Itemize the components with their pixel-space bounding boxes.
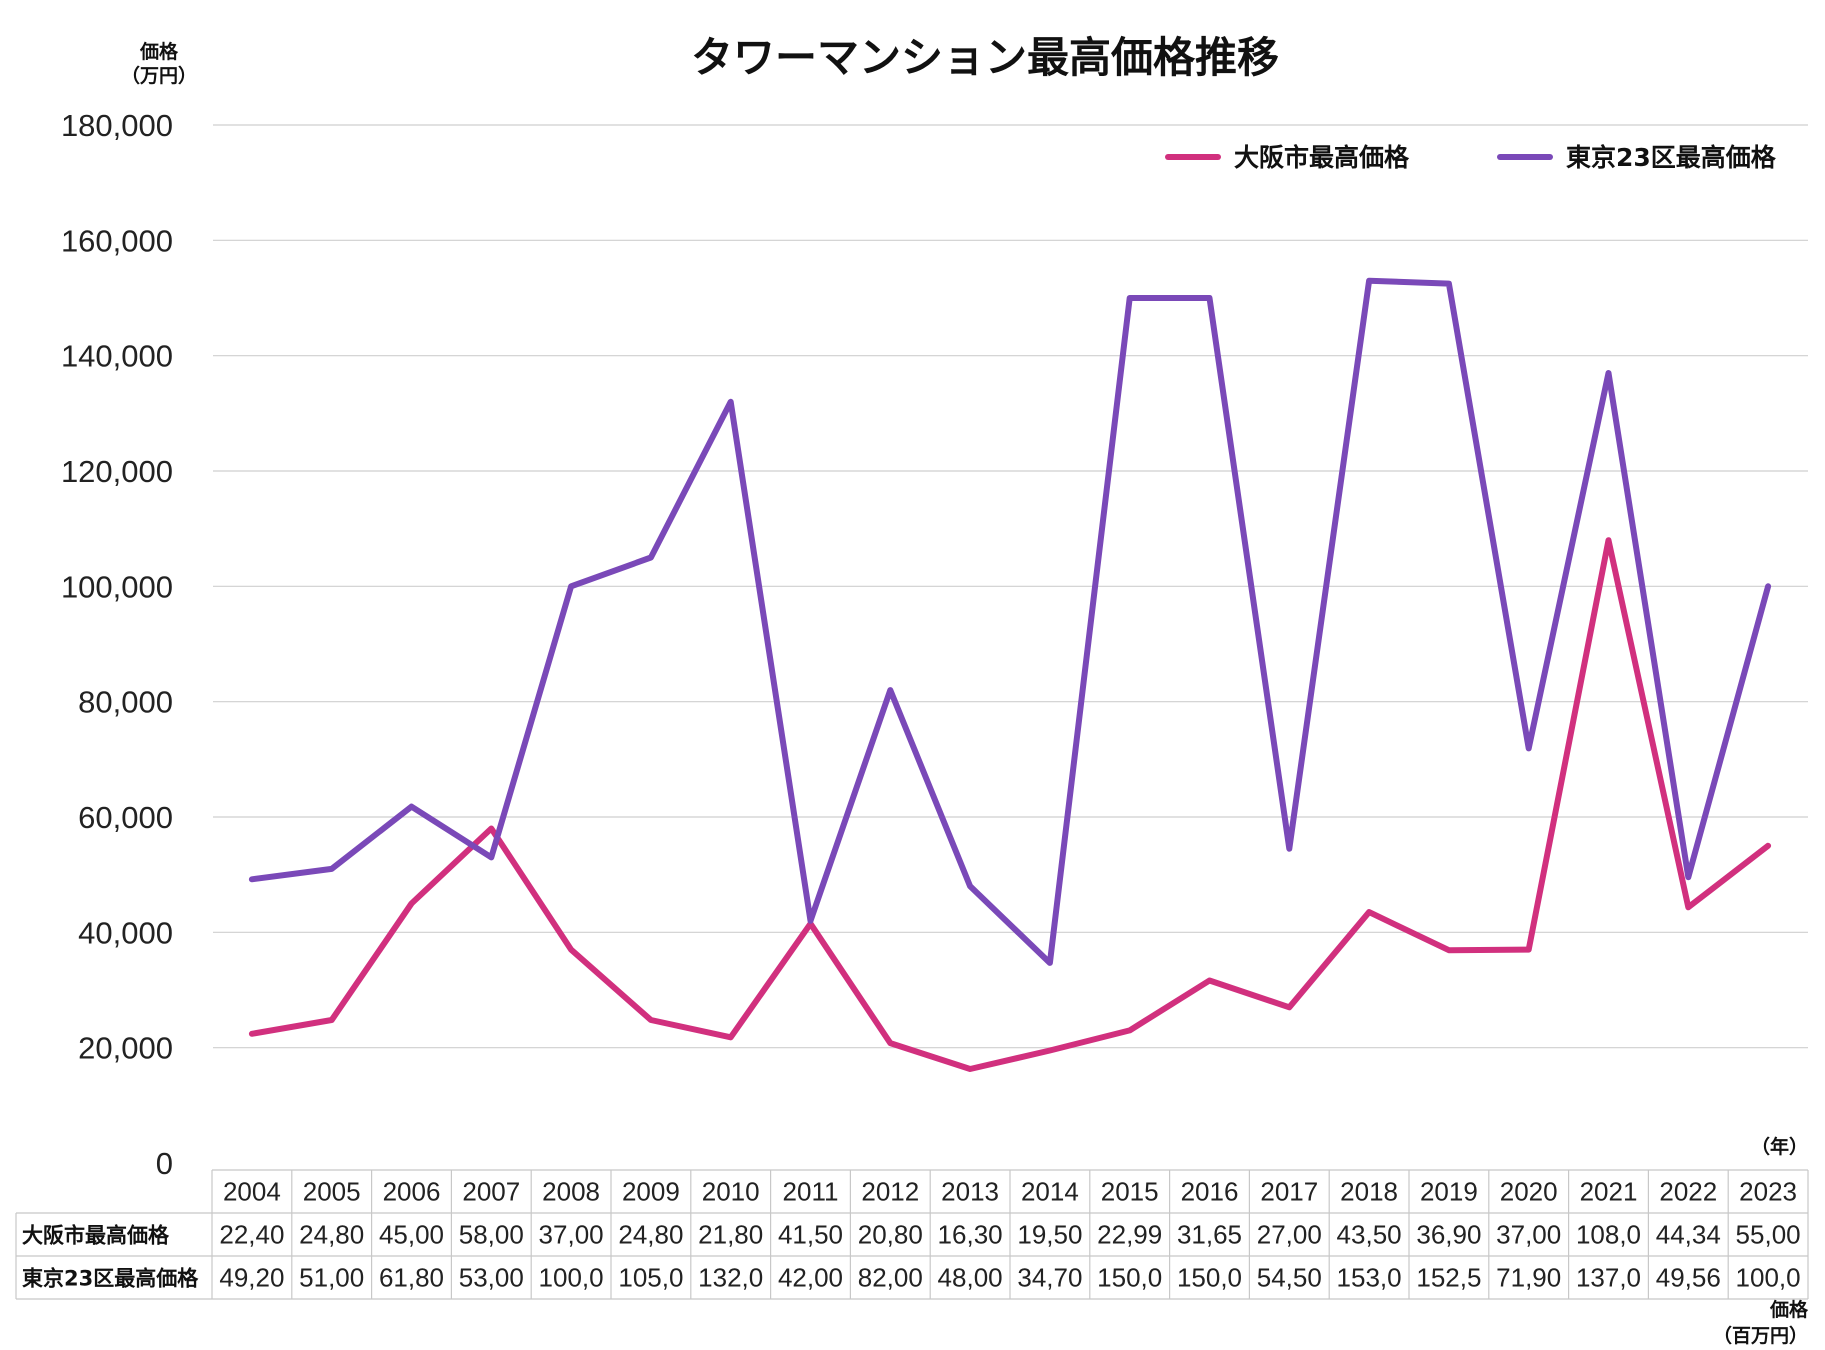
table-cell: 54,50 xyxy=(1257,1263,1322,1293)
table-cell: 152,5 xyxy=(1416,1263,1481,1293)
legend-label: 大阪市最高価格 xyxy=(1234,143,1410,172)
table-cell: 105,0 xyxy=(618,1263,683,1293)
x-tick-label: 2011 xyxy=(783,1177,839,1207)
table-cell: 16,30 xyxy=(938,1220,1003,1250)
y-tick-label: 180,000 xyxy=(61,108,173,143)
table-cell: 150,0 xyxy=(1097,1263,1162,1293)
table-cell: 44,34 xyxy=(1656,1220,1721,1250)
x-tick-label: 2006 xyxy=(383,1177,441,1207)
x-tick-label: 2023 xyxy=(1739,1177,1797,1207)
y-tick-label: 120,000 xyxy=(61,454,173,489)
table-cell: 24,80 xyxy=(299,1220,364,1250)
table-row-header: 東京23区最高価格 xyxy=(22,1267,199,1291)
x-tick-label: 2012 xyxy=(861,1177,919,1207)
x-tick-label: 2019 xyxy=(1420,1177,1478,1207)
y-axis-label: 価格 xyxy=(139,40,179,63)
x-tick-label: 2007 xyxy=(462,1177,520,1207)
table-cell: 43,50 xyxy=(1337,1220,1402,1250)
table-cell: 61,80 xyxy=(379,1263,444,1293)
y-tick-label: 60,000 xyxy=(78,800,173,835)
y-tick-label: 0 xyxy=(156,1146,173,1181)
table-cell: 20,80 xyxy=(858,1220,923,1250)
legend: 大阪市最高価格 東京23区最高価格 xyxy=(1165,143,1777,172)
table-cell: 42,00 xyxy=(778,1263,843,1293)
table-cell: 55,00 xyxy=(1736,1220,1801,1250)
y-tick-label: 160,000 xyxy=(61,223,173,258)
x-tick-label: 2016 xyxy=(1181,1177,1239,1207)
table-cell: 34,70 xyxy=(1017,1263,1082,1293)
table-cell: 36,90 xyxy=(1416,1220,1481,1250)
y-tick-label: 80,000 xyxy=(78,685,173,720)
data-table: 2004 2005 2006 2007 2008 2009 2010 2011 2012 2013… xyxy=(15,1169,1809,1300)
table-cell: 19,50 xyxy=(1017,1220,1082,1250)
table-cell: 49,56 xyxy=(1656,1263,1721,1293)
table-cell: 53,00 xyxy=(459,1263,524,1293)
chart-title: タワーマンション最高価格推移 xyxy=(691,33,1279,82)
gridlines xyxy=(213,124,1808,1049)
table-row-header: 大阪市最高価格 xyxy=(22,1224,170,1248)
table-cell: 31,65 xyxy=(1177,1220,1242,1250)
table-cell: 41,50 xyxy=(778,1220,843,1250)
x-tick-label: 2004 xyxy=(223,1177,281,1207)
table-cell: 37,00 xyxy=(539,1220,604,1250)
x-tick-label: 2005 xyxy=(303,1177,361,1207)
y-axis-unit: （万円） xyxy=(121,64,197,87)
table-cell: 37,00 xyxy=(1496,1220,1561,1250)
series-line xyxy=(248,537,1772,1072)
table-cell: 51,00 xyxy=(299,1263,364,1293)
table-cell: 58,00 xyxy=(459,1220,524,1250)
legend-label: 東京23区最高価格 xyxy=(1566,143,1777,172)
table-cell: 100,0 xyxy=(539,1263,604,1293)
table-cell: 108,0 xyxy=(1576,1220,1641,1250)
series-line xyxy=(248,277,1772,966)
table-cell: 82,00 xyxy=(858,1263,923,1293)
table-cell: 22,40 xyxy=(219,1220,284,1250)
x-tick-label: 2018 xyxy=(1340,1177,1398,1207)
x-tick-label: 2013 xyxy=(941,1177,999,1207)
y-axis-ticks: 0 20,000 40,000 60,000 80,000 100,000 120,000 1… xyxy=(61,108,173,1181)
y-tick-label: 20,000 xyxy=(78,1031,173,1066)
x-tick-label: 2008 xyxy=(542,1177,600,1207)
table-cell: 24,80 xyxy=(618,1220,683,1250)
x-tick-label: 2010 xyxy=(702,1177,760,1207)
y-tick-label: 140,000 xyxy=(61,339,173,374)
table-cell: 100,0 xyxy=(1736,1263,1801,1293)
series-lines xyxy=(248,277,1772,1072)
x-tick-label: 2021 xyxy=(1580,1177,1638,1207)
x-tick-label: 2014 xyxy=(1021,1177,1079,1207)
table-cell: 22,99 xyxy=(1097,1220,1162,1250)
table-cell: 48,00 xyxy=(938,1263,1003,1293)
table-cell: 27,00 xyxy=(1257,1220,1322,1250)
table-unit-label: 価格 xyxy=(1769,1298,1809,1321)
x-tick-label: 2020 xyxy=(1500,1177,1558,1207)
x-tick-label: 2009 xyxy=(622,1177,680,1207)
table-cell: 132,0 xyxy=(698,1263,763,1293)
table-cell: 137,0 xyxy=(1576,1263,1641,1293)
y-tick-label: 100,000 xyxy=(61,569,173,604)
y-tick-label: 40,000 xyxy=(78,915,173,950)
x-axis-unit: （年） xyxy=(1751,1135,1808,1158)
table-cell: 71,90 xyxy=(1496,1263,1561,1293)
x-tick-label: 2015 xyxy=(1101,1177,1159,1207)
x-tick-label: 2022 xyxy=(1659,1177,1717,1207)
table-cell: 49,20 xyxy=(219,1263,284,1293)
table-cell: 45,00 xyxy=(379,1220,444,1250)
x-tick-label: 2017 xyxy=(1260,1177,1318,1207)
table-cell: 150,0 xyxy=(1177,1263,1242,1293)
table-cell: 21,80 xyxy=(698,1220,763,1250)
table-cell: 153,0 xyxy=(1337,1263,1402,1293)
table-unit: （百万円） xyxy=(1713,1324,1808,1347)
